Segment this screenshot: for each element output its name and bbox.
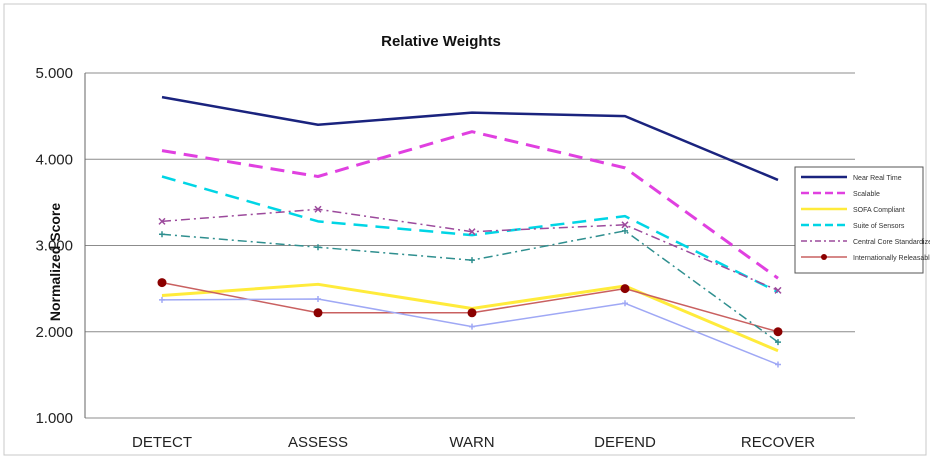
- series-7: [159, 295, 781, 368]
- data-point: [468, 228, 476, 236]
- data-point: [621, 221, 629, 229]
- data-point: [620, 284, 630, 294]
- y-tick-label: 5.000: [35, 65, 73, 82]
- y-tick-label: 1.000: [35, 410, 73, 427]
- y-tick-label: 3.000: [35, 238, 73, 255]
- legend: Near Real Time Scalable SOFA Compliant Suit…: [794, 166, 930, 274]
- data-point: [469, 323, 475, 330]
- data-point: [775, 339, 781, 346]
- legend-label: Internationally Releasable: [853, 255, 930, 262]
- series-6: [159, 227, 781, 346]
- legend-box: [794, 166, 924, 274]
- data-point: [159, 296, 165, 303]
- data-point: [622, 227, 628, 234]
- data-point: [315, 295, 321, 302]
- data-point: [159, 231, 165, 238]
- y-tick-layer: 1.000 2.000 3.000 4.000 5.000: [35, 65, 73, 427]
- x-tick-label: ASSESS: [288, 434, 348, 451]
- data-point: [773, 327, 783, 337]
- legend-label: SOFA Compliant: [853, 207, 905, 214]
- legend-label: Central Core Standardized Training: [853, 239, 930, 246]
- legend-label: Near Real Time: [853, 175, 902, 182]
- data-point: [775, 361, 781, 368]
- data-point: [313, 308, 323, 318]
- data-point: [622, 300, 628, 307]
- data-point: [157, 278, 167, 288]
- x-tick-layer: DETECT ASSESS WARN DEFEND RECOVER: [132, 434, 815, 451]
- x-tick-label: WARN: [449, 434, 494, 451]
- series-5: [157, 278, 783, 337]
- series-0: [161, 95, 779, 182]
- data-point: [314, 205, 322, 213]
- data-point: [315, 244, 321, 251]
- data-point: [158, 217, 166, 225]
- chart-frame: [3, 3, 927, 456]
- legend-marker: [821, 254, 827, 260]
- series-line: [161, 175, 779, 294]
- y-tick-label: 2.000: [35, 324, 73, 341]
- x-tick-label: DEFEND: [594, 434, 656, 451]
- series-3: [161, 175, 779, 294]
- x-tick-label: RECOVER: [741, 434, 815, 451]
- series-layer: [157, 95, 783, 368]
- legend-label: Scalable: [853, 191, 880, 198]
- y-tick-label: 4.000: [35, 151, 73, 168]
- data-point: [469, 257, 475, 264]
- series-line: [161, 130, 779, 280]
- series-line: [161, 95, 779, 182]
- series-4: [158, 205, 782, 294]
- data-point: [467, 308, 477, 318]
- y-axis-label: Normalized Score: [47, 203, 63, 321]
- x-tick-label: DETECT: [132, 434, 192, 451]
- legend-label: Suite of Sensors: [853, 223, 905, 230]
- series-1: [161, 130, 779, 280]
- data-point: [774, 286, 782, 294]
- chart-title: Relative Weights: [381, 33, 501, 50]
